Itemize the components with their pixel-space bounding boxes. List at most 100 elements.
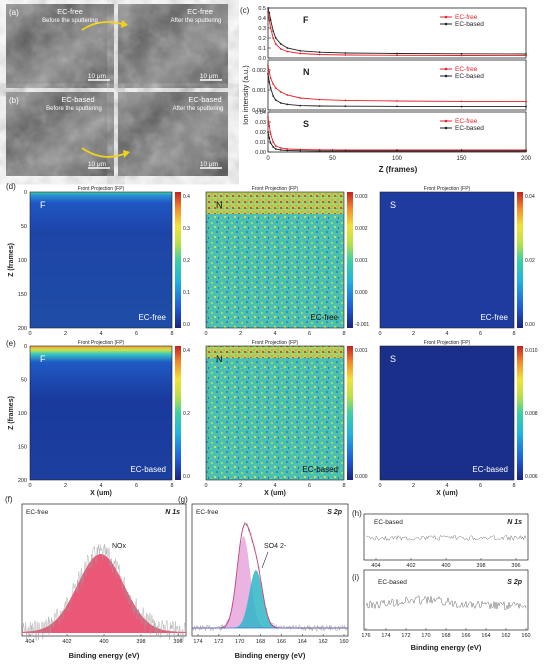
data-point <box>272 146 275 148</box>
data-point <box>525 53 527 55</box>
xps-x-tick-label: 170 <box>421 633 430 639</box>
sem-b-right-subtitle: After the sputtering <box>173 106 224 112</box>
colorbar-tick-label: 0.1 <box>183 290 190 296</box>
map-d-N: Front Projection (FP) N EC-free 0.003 0.002 0… <box>204 186 369 337</box>
map-z-tick-label: 50 <box>21 224 27 230</box>
sem-a-left-condition: EC-free <box>57 7 83 16</box>
legend-label: EC-free <box>455 66 478 73</box>
xps-x-tick-label: 400 <box>441 563 450 569</box>
xps-condition-label: EC-based <box>378 579 407 586</box>
data-point <box>274 148 277 150</box>
colorbar-tick-label: 0.010 <box>525 348 538 354</box>
map-header: Front Projection (FP) <box>252 340 299 346</box>
depth-x-tick-label: 0 <box>266 156 270 162</box>
colorbar <box>347 192 353 328</box>
map-x-tick-label: 4 <box>273 483 276 489</box>
depth-y-tick-label: 0.2 <box>258 36 266 42</box>
data-point <box>286 47 289 49</box>
data-point <box>268 12 271 14</box>
depth-profile-panel: (c) Ion intensity (a.u.) Z (frames) 0.00… <box>240 6 532 174</box>
sem-a-left-subtitle: Before the sputtering <box>42 18 98 24</box>
xps-x-tick-label: 164 <box>298 639 307 645</box>
legend-label: EC-free <box>455 118 478 125</box>
data-point <box>267 131 269 133</box>
data-point <box>299 148 302 151</box>
data-point <box>272 30 275 32</box>
legend-label: EC-based <box>455 73 484 80</box>
xps-x-tick-label: 172 <box>214 639 223 645</box>
map-d-S: Front Projection (FP) S EC-free 0.04 0.02 0.0… <box>378 186 534 337</box>
data-point <box>460 100 463 103</box>
map-element-label: S <box>390 354 396 364</box>
xps-x-axis-label: Binding energy (eV) <box>235 651 306 660</box>
map-image <box>30 192 172 328</box>
map-frame <box>379 191 515 329</box>
xps-x-tick-label: 164 <box>481 633 490 639</box>
xps-raw-spectrum <box>21 544 187 642</box>
map-x-tick-label: 6 <box>308 331 311 337</box>
map-z-tick-label: 100 <box>18 411 27 417</box>
map-z-axis-label: Z (frames) <box>8 396 15 430</box>
map-x-tick-label: 0 <box>378 483 381 489</box>
data-point <box>272 141 275 143</box>
legend-marker <box>444 74 448 78</box>
xps-raw-spectrum <box>365 534 527 542</box>
map-x-tick-label: 4 <box>99 483 102 489</box>
map-x-tick-label: 8 <box>342 331 345 337</box>
map-frame <box>205 345 345 481</box>
map-z-tick-label: 200 <box>18 326 27 332</box>
data-point <box>268 125 271 127</box>
map-x-tick-label: 8 <box>170 331 173 337</box>
map-x-tick-label: 2 <box>412 331 415 337</box>
map-x-tick-label: 2 <box>412 483 415 489</box>
xps-condition-label: EC-free <box>196 509 219 516</box>
map-element-label: S <box>390 200 396 210</box>
map-x-tick-label: 4 <box>445 483 448 489</box>
panel-label-a: (a) <box>9 8 19 17</box>
map-element-label: F <box>40 354 46 364</box>
colorbar-tick-label: 0.001 <box>355 348 368 354</box>
map-z-tick-label: 150 <box>18 445 27 451</box>
data-point <box>267 65 269 67</box>
map-x-tick-label: 2 <box>239 483 242 489</box>
legend-marker <box>444 15 448 19</box>
map-surface-layer <box>206 192 344 214</box>
sem-a-right-condition: EC-free <box>187 7 213 16</box>
colorbar-tick-label: 0.3 <box>183 226 190 232</box>
depth-x-tick-label: 100 <box>392 156 403 162</box>
sem-image-b-left <box>6 92 114 176</box>
xps-x-axis-label: Binding energy (eV) <box>411 643 482 652</box>
map-x-tick-label: 6 <box>308 483 311 489</box>
data-point <box>267 73 269 75</box>
sem-image-a-left <box>6 4 114 88</box>
data-point <box>299 97 302 99</box>
colorbar <box>175 346 181 480</box>
sem-b-right-condition: EC-based <box>188 95 221 104</box>
data-point <box>525 54 527 57</box>
data-point <box>460 105 463 108</box>
data-point <box>280 91 282 93</box>
xps-x-tick-label: 162 <box>319 639 328 645</box>
colorbar-tick-label: 0.003 <box>355 194 368 200</box>
xps-x-tick-label: 162 <box>501 633 510 639</box>
map-frame <box>205 191 345 329</box>
data-point <box>272 37 275 39</box>
xps-x-tick-label: 168 <box>441 633 450 639</box>
colorbar-tick-label: 0.006 <box>525 474 538 480</box>
map-header: Front Projection (FP) <box>424 186 471 192</box>
depth-y-tick-label: 0.5 <box>258 6 266 12</box>
data-point <box>299 49 302 52</box>
xps-core-level-label: N 1s <box>507 519 522 526</box>
data-point <box>344 99 347 102</box>
map-x-tick-label: 4 <box>445 331 448 337</box>
data-point <box>267 7 269 9</box>
xps-panel-h: EC-based N 1s (h) 404 402 400 398 396 <box>352 509 529 569</box>
data-point <box>269 142 272 144</box>
depth-element-label: F <box>303 15 309 25</box>
xps-x-tick-label: 176 <box>361 633 370 639</box>
map-x-tick-label: 2 <box>239 331 242 337</box>
map-x-tick-label: 4 <box>99 331 102 337</box>
map-x-axis-label: X (um) <box>436 490 458 497</box>
